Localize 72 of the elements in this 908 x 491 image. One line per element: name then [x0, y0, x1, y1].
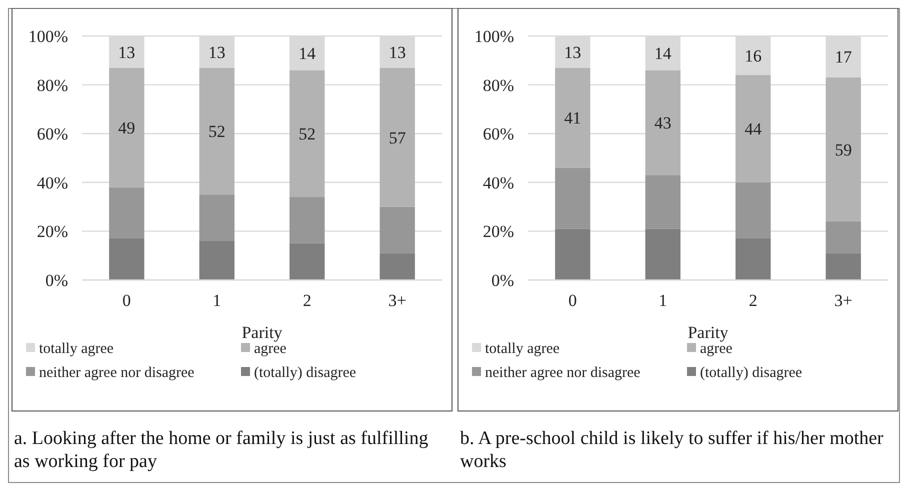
data-label: 43	[654, 114, 672, 133]
y-tick-label: 0%	[45, 271, 68, 290]
bar	[555, 228, 590, 280]
x-tick-label: 1	[658, 291, 668, 310]
bar	[380, 206, 415, 254]
bar	[555, 68, 590, 168]
data-label: 49	[118, 118, 136, 138]
bar	[555, 168, 590, 229]
y-tick-label: 60%	[482, 124, 514, 144]
bar	[109, 68, 144, 188]
data-label: 13	[388, 42, 406, 62]
legend-label: neither agree nor disagree	[39, 365, 195, 381]
x-tick-label: 0	[568, 291, 577, 310]
bar	[199, 194, 234, 241]
bar	[380, 68, 415, 207]
legend-label: neither agree nor disagree	[485, 365, 641, 381]
x-tick-label: 0	[122, 291, 131, 310]
x-tick-label: 2	[748, 291, 758, 310]
bar	[645, 228, 680, 280]
y-tick-label: 20%	[36, 222, 68, 242]
data-label: 14	[298, 44, 316, 64]
data-label: 41	[564, 108, 582, 128]
x-axis-title: Parity	[242, 323, 283, 342]
legend-label: (totally) disagree	[700, 365, 802, 381]
bar	[290, 243, 325, 280]
legend-label: (totally) disagree	[254, 365, 356, 381]
bar	[109, 187, 144, 239]
x-axis-title: Parity	[688, 323, 729, 342]
bar	[290, 70, 325, 198]
data-label: 13	[118, 42, 136, 62]
y-tick-label: 40%	[36, 173, 68, 192]
bar	[645, 175, 680, 229]
legend-label: agree	[700, 341, 733, 357]
data-label: 44	[744, 120, 762, 139]
x-tick-label: 1	[212, 291, 222, 310]
bar	[736, 238, 771, 280]
data-label: 52	[208, 122, 226, 142]
bar	[645, 70, 680, 176]
data-label: 13	[564, 42, 582, 62]
bar	[199, 68, 234, 195]
data-label: 13	[208, 42, 226, 62]
data-label: 14	[654, 44, 672, 64]
y-tick-label: 60%	[36, 124, 68, 144]
text: a. Looking after the home or family is just as fulfilling as working for pay	[14, 428, 429, 472]
data-label: 59	[834, 140, 852, 160]
data-label: 57	[388, 128, 406, 148]
bar	[826, 77, 861, 222]
bar	[826, 221, 861, 254]
bar	[290, 197, 325, 244]
data-label: 52	[298, 124, 316, 144]
y-tick-label: 40%	[482, 173, 514, 192]
bar	[736, 75, 771, 182]
x-tick-label: 3+	[388, 291, 406, 310]
y-tick-label: 100%	[474, 27, 514, 46]
bar	[380, 253, 415, 280]
y-tick-label: 0%	[491, 271, 514, 290]
legend-label: agree	[254, 341, 287, 357]
y-tick-label: 80%	[36, 76, 68, 95]
data-label: 17	[834, 48, 852, 67]
bar	[199, 240, 234, 280]
x-tick-label: 2	[302, 291, 312, 310]
bar	[736, 182, 771, 239]
y-tick-label: 80%	[482, 76, 514, 95]
x-tick-label: 3+	[834, 291, 852, 310]
legend-label: totally agree	[39, 341, 114, 357]
legend-label: totally agree	[485, 341, 560, 357]
bar	[826, 253, 861, 280]
y-tick-label: 100%	[28, 27, 68, 46]
text: b. A pre-school child is likely to suffer if his/her mother works	[460, 428, 884, 472]
data-label: 16	[744, 46, 762, 66]
bar	[109, 238, 144, 280]
y-tick-label: 20%	[482, 222, 514, 242]
